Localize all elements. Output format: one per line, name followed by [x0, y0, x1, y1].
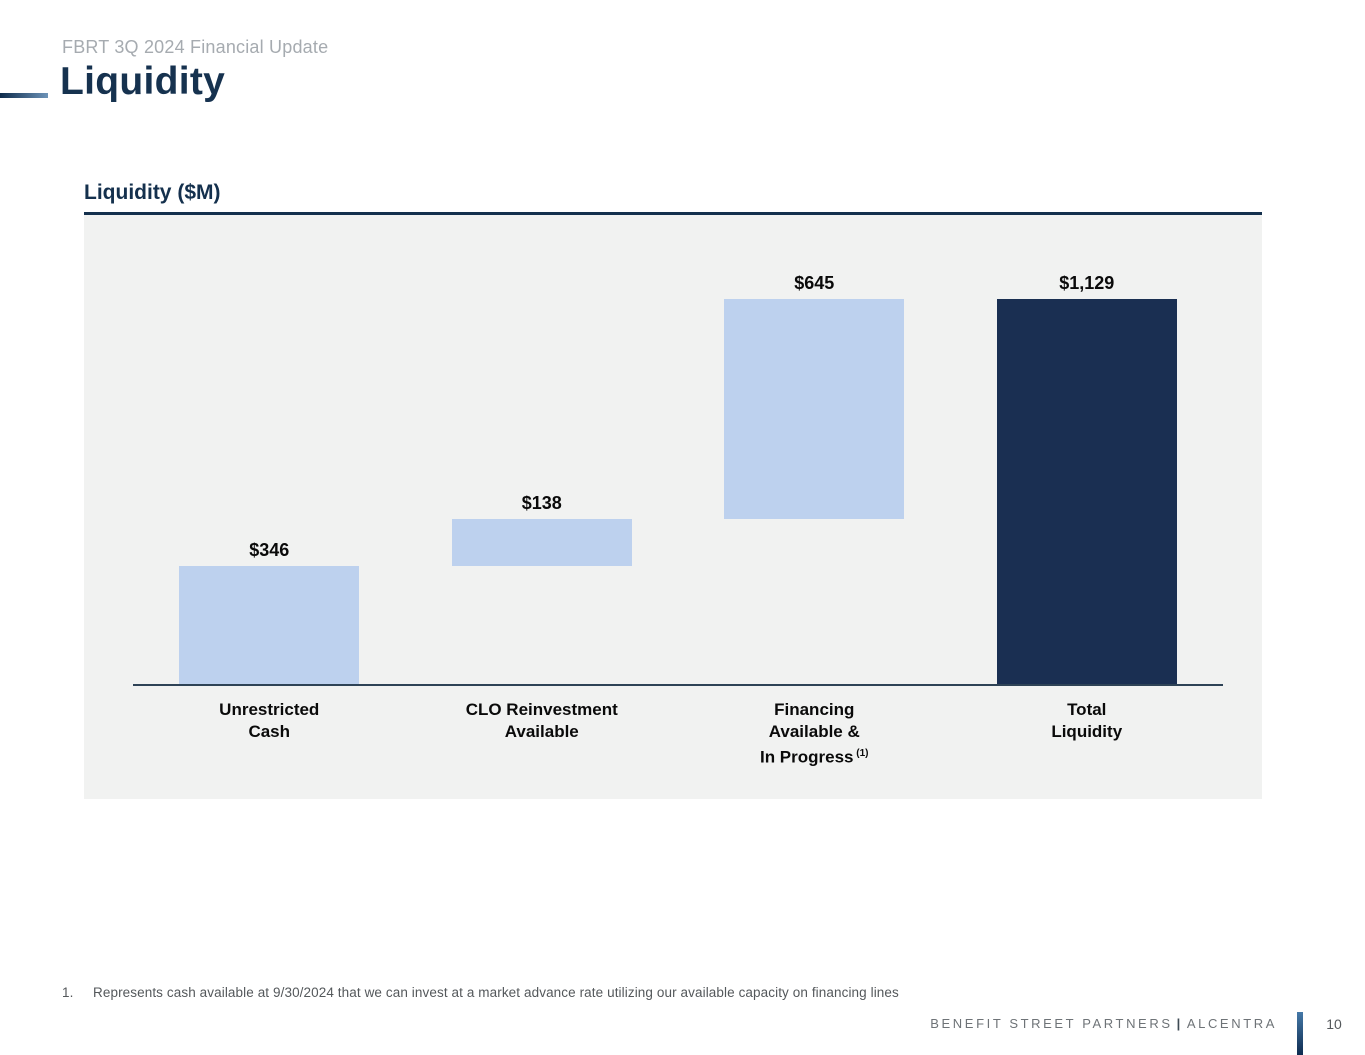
footer-brand-separator: | — [1176, 1016, 1183, 1031]
bar-value-label-total-liquidity: $1,129 — [1059, 272, 1115, 293]
category-label-clo-reinvestment-available: CLO Reinvestment Available — [465, 700, 618, 741]
page-number: 10 — [1326, 1016, 1342, 1032]
chart-area: $346 $138 $645 $1,129 Unrestricted Cash CLO R… — [84, 215, 1262, 799]
footnote-number: 1. — [62, 985, 74, 1000]
liquidity-chart-section: Liquidity ($M) $346 $138 $645 $1,129 Unrest… — [84, 181, 1262, 799]
chart-title: Liquidity ($M) — [84, 181, 221, 204]
slide-eyebrow: FBRT 3Q 2024 Financial Update — [62, 37, 329, 57]
bar-value-label-clo-reinvestment-available: $138 — [521, 492, 562, 513]
bar-total-liquidity — [996, 298, 1177, 684]
bar-column-total-liquidity: $1,129 — [951, 215, 1224, 684]
bar-value-label-financing-available-in-progress: $645 — [794, 272, 835, 293]
category-labels-row: Unrestricted Cash CLO Reinvestment Availabl… — [133, 686, 1223, 769]
bar-column-unrestricted-cash: $346 — [133, 215, 406, 684]
page-title: Liquidity — [60, 60, 226, 103]
category-label-unrestricted-cash: Unrestricted Cash — [219, 700, 320, 741]
footnote: 1. Represents cash available at 9/30/2024… — [62, 985, 899, 1000]
bar-financing-available-in-progress — [724, 298, 905, 519]
category-label-financing-available-in-progress: Financing Available & In Progress (1) — [759, 700, 869, 767]
bar-column-financing-available-in-progress: $645 — [678, 215, 951, 684]
chart-title-rule — [84, 212, 1262, 215]
footer-brand-left: BENEFIT STREET PARTNERS — [930, 1016, 1173, 1031]
page-number-accent-bar — [1297, 1012, 1303, 1055]
footer-brand: BENEFIT STREET PARTNERS | ALCENTRA — [930, 1016, 1277, 1031]
category-label-total-liquidity: Total Liquidity — [1051, 700, 1123, 741]
footer-brand-right: ALCENTRA — [1186, 1016, 1277, 1031]
category-footnote-ref: (1) — [853, 748, 869, 759]
bar-plot: $346 $138 $645 $1,129 — [133, 215, 1223, 686]
title-accent-line — [0, 93, 48, 98]
footer: BENEFIT STREET PARTNERS | ALCENTRA 10 — [930, 1012, 1365, 1055]
footnote-text: Represents cash available at 9/30/2024 t… — [93, 985, 899, 1000]
bar-unrestricted-cash — [179, 565, 360, 684]
bar-clo-reinvestment-available — [451, 518, 632, 566]
bar-column-clo-reinvestment-available: $138 — [406, 215, 679, 684]
bar-value-label-unrestricted-cash: $346 — [249, 539, 290, 560]
